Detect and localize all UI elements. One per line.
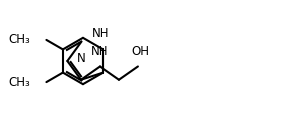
Text: N: N (77, 52, 85, 65)
Text: CH₃: CH₃ (9, 33, 30, 46)
Text: OH: OH (132, 45, 149, 58)
Text: NH: NH (91, 45, 109, 58)
Text: NH: NH (92, 27, 109, 40)
Text: CH₃: CH₃ (9, 76, 30, 89)
